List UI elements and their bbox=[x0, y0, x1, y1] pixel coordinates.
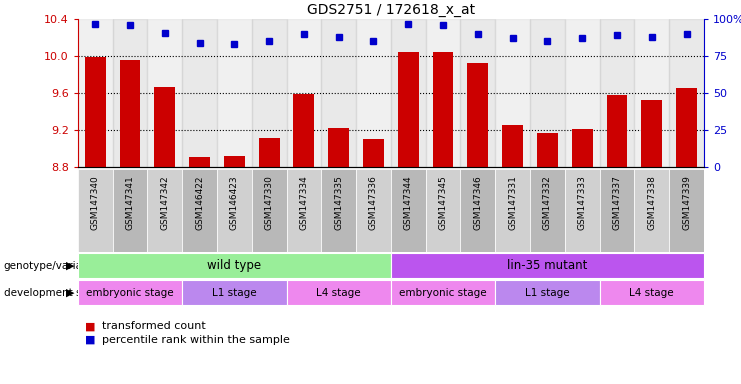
Title: GDS2751 / 172618_x_at: GDS2751 / 172618_x_at bbox=[307, 3, 475, 17]
Text: GSM147340: GSM147340 bbox=[90, 175, 100, 230]
Bar bbox=[182, 19, 217, 167]
Text: GSM147345: GSM147345 bbox=[439, 175, 448, 230]
Bar bbox=[460, 19, 495, 167]
Text: genotype/variation: genotype/variation bbox=[4, 261, 103, 271]
Bar bbox=[356, 169, 391, 252]
Bar bbox=[84, 57, 106, 167]
Text: GSM147331: GSM147331 bbox=[508, 175, 517, 230]
Bar bbox=[495, 169, 530, 252]
Bar bbox=[363, 139, 384, 167]
Bar bbox=[537, 133, 558, 167]
Bar bbox=[669, 169, 704, 252]
Text: GSM147334: GSM147334 bbox=[299, 175, 308, 230]
Bar bbox=[217, 19, 252, 167]
Bar bbox=[495, 19, 530, 167]
Bar bbox=[565, 169, 599, 252]
Text: GSM147336: GSM147336 bbox=[369, 175, 378, 230]
Bar bbox=[599, 19, 634, 167]
Text: GSM147344: GSM147344 bbox=[404, 175, 413, 230]
Bar bbox=[676, 88, 697, 167]
Text: L1 stage: L1 stage bbox=[525, 288, 570, 298]
Text: GSM146422: GSM146422 bbox=[195, 175, 204, 230]
Text: GSM147338: GSM147338 bbox=[648, 175, 657, 230]
Bar bbox=[252, 169, 287, 252]
Bar bbox=[599, 169, 634, 252]
Bar bbox=[607, 95, 628, 167]
Bar bbox=[328, 128, 349, 167]
Bar bbox=[391, 169, 425, 252]
Text: transformed count: transformed count bbox=[102, 321, 205, 331]
Bar bbox=[224, 156, 245, 167]
Bar bbox=[287, 19, 322, 167]
Bar bbox=[78, 19, 113, 167]
Text: GSM147341: GSM147341 bbox=[125, 175, 134, 230]
Bar bbox=[502, 124, 523, 167]
Bar bbox=[182, 169, 217, 252]
Text: lin-35 mutant: lin-35 mutant bbox=[508, 260, 588, 272]
Bar bbox=[287, 169, 322, 252]
Bar bbox=[252, 19, 287, 167]
Bar bbox=[572, 129, 593, 167]
Text: L1 stage: L1 stage bbox=[212, 288, 256, 298]
Bar bbox=[468, 63, 488, 167]
Bar bbox=[78, 169, 113, 252]
Bar bbox=[425, 19, 460, 167]
Text: embryonic stage: embryonic stage bbox=[86, 288, 174, 298]
Bar bbox=[154, 87, 175, 167]
Bar bbox=[113, 169, 147, 252]
Bar bbox=[634, 19, 669, 167]
Text: GSM147330: GSM147330 bbox=[265, 175, 273, 230]
Bar bbox=[189, 157, 210, 167]
Bar bbox=[322, 169, 356, 252]
Text: ■: ■ bbox=[85, 335, 96, 345]
Bar bbox=[147, 19, 182, 167]
Text: GSM147335: GSM147335 bbox=[334, 175, 343, 230]
Bar bbox=[398, 51, 419, 167]
Bar bbox=[293, 94, 314, 167]
Text: GSM147337: GSM147337 bbox=[613, 175, 622, 230]
Bar bbox=[356, 19, 391, 167]
Bar bbox=[641, 99, 662, 167]
Bar bbox=[530, 169, 565, 252]
Text: ▶: ▶ bbox=[66, 261, 74, 271]
Bar bbox=[391, 19, 425, 167]
Bar bbox=[259, 138, 279, 167]
Bar bbox=[634, 169, 669, 252]
Text: embryonic stage: embryonic stage bbox=[399, 288, 487, 298]
Bar bbox=[669, 19, 704, 167]
Bar bbox=[113, 19, 147, 167]
Text: percentile rank within the sample: percentile rank within the sample bbox=[102, 335, 290, 345]
Bar bbox=[433, 53, 453, 167]
Bar bbox=[425, 169, 460, 252]
Bar bbox=[322, 19, 356, 167]
Text: GSM147333: GSM147333 bbox=[578, 175, 587, 230]
Text: development stage: development stage bbox=[4, 288, 104, 298]
Text: wild type: wild type bbox=[207, 260, 262, 272]
Text: GSM147332: GSM147332 bbox=[543, 175, 552, 230]
Text: GSM146423: GSM146423 bbox=[230, 175, 239, 230]
Bar bbox=[460, 169, 495, 252]
Bar bbox=[119, 60, 141, 167]
Bar bbox=[217, 169, 252, 252]
Text: ▶: ▶ bbox=[66, 288, 74, 298]
Text: GSM147342: GSM147342 bbox=[160, 175, 169, 230]
Bar bbox=[147, 169, 182, 252]
Bar bbox=[530, 19, 565, 167]
Text: GSM147339: GSM147339 bbox=[682, 175, 691, 230]
Text: ■: ■ bbox=[85, 321, 96, 331]
Text: L4 stage: L4 stage bbox=[629, 288, 674, 298]
Text: L4 stage: L4 stage bbox=[316, 288, 361, 298]
Bar bbox=[565, 19, 599, 167]
Text: GSM147346: GSM147346 bbox=[473, 175, 482, 230]
